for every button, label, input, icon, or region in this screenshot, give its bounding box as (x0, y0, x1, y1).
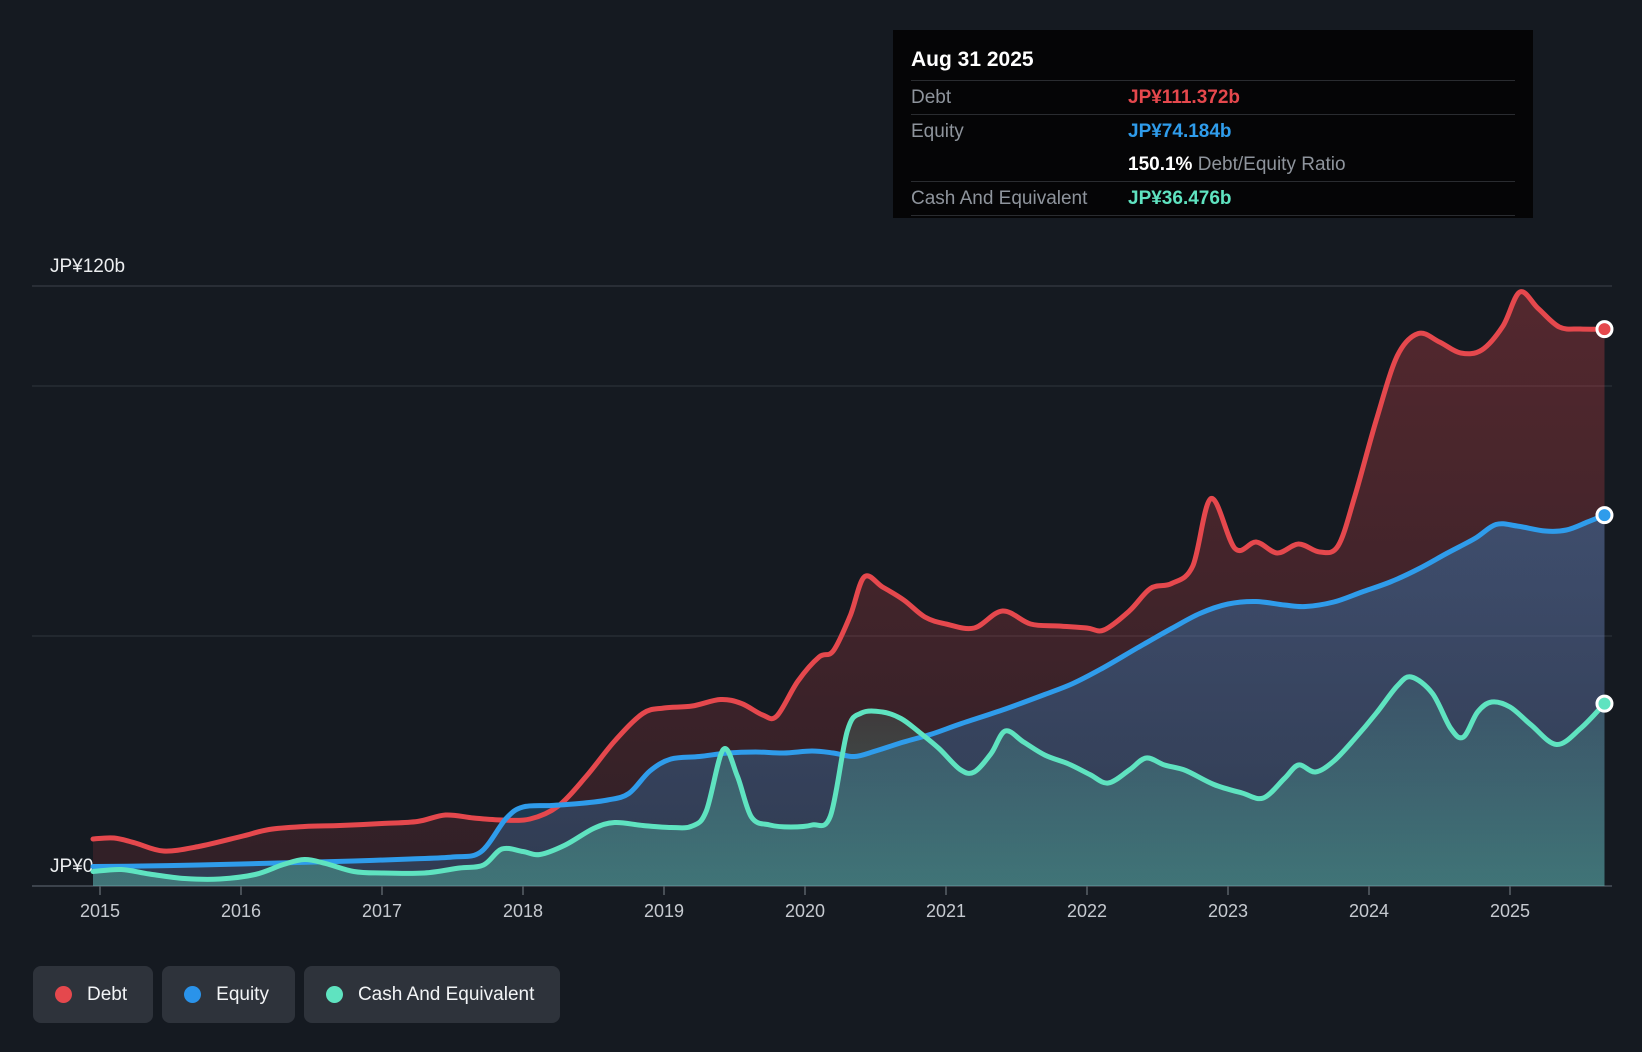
tooltip-debt-value: JP¥111.372b (1128, 86, 1240, 108)
cash-end-marker (1595, 694, 1614, 713)
chart-tooltip: Aug 31 2025 Debt JP¥111.372b Equity JP¥7… (893, 30, 1533, 218)
cash-area (93, 676, 1605, 886)
tooltip-row-ratio: 150.1% Debt/Equity Ratio (911, 148, 1515, 181)
x-axis-label-2023: 2023 (1208, 901, 1248, 921)
tooltip-equity-label: Equity (911, 120, 964, 142)
tooltip-row-debt: Debt JP¥111.372b (911, 80, 1515, 114)
tooltip-cash-label: Cash And Equivalent (911, 187, 1088, 209)
x-axis-label-2024: 2024 (1349, 901, 1389, 921)
x-axis-label-2019: 2019 (644, 901, 684, 921)
x-axis-label-2016: 2016 (221, 901, 261, 921)
y-axis-label-0b: JP¥0 (50, 856, 93, 877)
x-axis-label-2015: 2015 (80, 901, 120, 921)
tooltip-equity-value: JP¥74.184b (1128, 120, 1232, 142)
x-axis-label-2017: 2017 (362, 901, 402, 921)
equity-end-marker (1595, 506, 1614, 525)
legend-item-equity[interactable]: Equity (162, 966, 295, 1023)
tooltip-row-equity: Equity JP¥74.184b (911, 114, 1515, 148)
x-axis-label-2022: 2022 (1067, 901, 1107, 921)
tooltip-date: Aug 31 2025 (911, 48, 1034, 71)
tooltip-bottom-divider (911, 215, 1515, 216)
legend-item-debt[interactable]: Debt (33, 966, 154, 1023)
tooltip-ratio-value: 150.1% Debt/Equity Ratio (1128, 153, 1346, 175)
cash-line (90, 674, 1607, 882)
legend-equity-label: Equity (216, 983, 269, 1005)
x-axis-label-2018: 2018 (503, 901, 543, 921)
debt-dot-icon (55, 986, 72, 1003)
debt-end-marker (1595, 320, 1614, 339)
equity-dot-icon (184, 986, 202, 1003)
chart-legend: Debt Equity Cash And Equivalent (33, 966, 569, 1023)
tooltip-cash-value: JP¥36.476b (1128, 187, 1232, 209)
legend-cash-label: Cash And Equivalent (357, 983, 535, 1005)
y-axis-label-120b: JP¥120b (50, 256, 125, 277)
debt-line (90, 289, 1607, 854)
legend-item-cash[interactable]: Cash And Equivalent (303, 966, 561, 1023)
cash-dot-icon (325, 986, 343, 1003)
legend-debt-label: Debt (87, 983, 128, 1005)
tooltip-row-cash: Cash And Equivalent JP¥36.476b (911, 181, 1515, 215)
tooltip-debt-label: Debt (911, 86, 952, 108)
x-axis-label-2025: 2025 (1490, 901, 1530, 921)
x-axis-label-2020: 2020 (785, 901, 825, 921)
x-axis-label-2021: 2021 (926, 901, 966, 921)
equity-line (90, 512, 1607, 869)
tooltip-ratio-label: Debt/Equity Ratio (1192, 153, 1346, 175)
